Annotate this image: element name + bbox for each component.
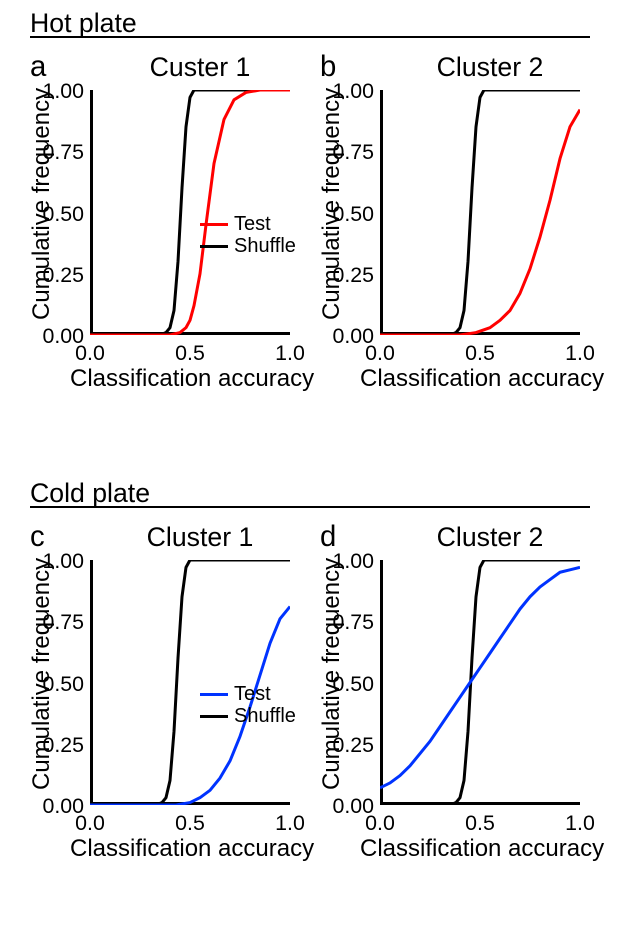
legend-swatch: [200, 715, 228, 718]
legend-label: Shuffle: [234, 705, 296, 728]
xtick-label: 1.0: [560, 341, 600, 366]
xtick-label: 1.0: [560, 811, 600, 836]
legend-item-shuffle: Shuffle: [200, 705, 296, 728]
xlabel-d: Classification accuracy: [360, 835, 600, 863]
section-title-cold: Cold plate: [30, 478, 150, 509]
legend-swatch: [200, 245, 228, 248]
section-rule-hot: [30, 36, 590, 38]
legend-label: Test: [234, 213, 271, 236]
xtick-label: 0.5: [460, 341, 500, 366]
xtick-label: 0.5: [170, 341, 210, 366]
series-test: [380, 110, 580, 335]
panel-title-c: Cluster 1: [110, 522, 290, 553]
legend-label: Test: [234, 683, 271, 706]
ylabel-b: Cumulative frequency: [318, 88, 346, 320]
section-rule-cold: [30, 506, 590, 508]
xtick-label: 0.5: [460, 811, 500, 836]
xlabel-b: Classification accuracy: [360, 365, 600, 393]
panel-title-b: Cluster 2: [400, 52, 580, 83]
ylabel-c: Cumulative frequency: [28, 558, 56, 790]
ytick-label: 0.00: [326, 794, 374, 819]
legend-item-test: Test: [200, 683, 271, 706]
ytick-label: 0.00: [36, 794, 84, 819]
xtick-label: 0.5: [170, 811, 210, 836]
series-shuffle: [380, 560, 580, 805]
chart-d: [380, 560, 580, 805]
legend-item-shuffle: Shuffle: [200, 235, 296, 258]
ytick-label: 0.00: [326, 324, 374, 349]
xtick-label: 1.0: [270, 341, 310, 366]
xtick-label: 1.0: [270, 811, 310, 836]
legend-swatch: [200, 693, 228, 696]
ylabel-a: Cumulative frequency: [28, 88, 56, 320]
section-title-hot: Hot plate: [30, 8, 137, 39]
panel-title-a: Custer 1: [110, 52, 290, 83]
series-shuffle: [380, 90, 580, 335]
series-test: [380, 567, 580, 788]
legend-item-test: Test: [200, 213, 271, 236]
xlabel-c: Classification accuracy: [70, 835, 310, 863]
legend-label: Shuffle: [234, 235, 296, 258]
ylabel-d: Cumulative frequency: [318, 558, 346, 790]
chart-b: [380, 90, 580, 335]
panel-title-d: Cluster 2: [400, 522, 580, 553]
legend-swatch: [200, 223, 228, 226]
xlabel-a: Classification accuracy: [70, 365, 310, 393]
ytick-label: 0.00: [36, 324, 84, 349]
